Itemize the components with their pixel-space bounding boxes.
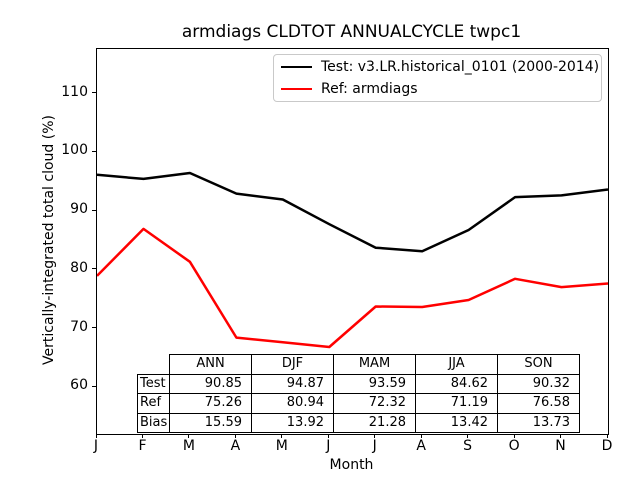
- ref-series-line: [97, 227, 608, 349]
- legend-label-ref: Ref: armdiags: [321, 80, 418, 97]
- y-tick-mark: [92, 268, 96, 269]
- stats-col-header: MAM: [333, 354, 416, 375]
- x-tick-mark: [234, 434, 236, 438]
- stats-blank-cell: [138, 355, 170, 375]
- stats-row-ref: Ref 75.26 80.94 72.32 71.19 76.58: [137, 393, 580, 414]
- y-tick-label: 90: [70, 201, 88, 218]
- stats-row-test: Test 90.85 94.87 93.59 84.62 90.32: [137, 373, 580, 395]
- stats-value: 15.59: [169, 412, 252, 434]
- stats-value: 13.42: [415, 412, 498, 434]
- stats-value: 90.85: [169, 373, 252, 395]
- stats-col-header: JJA: [415, 354, 498, 375]
- legend-entry-test: Test: v3.LR.historical_0101 (2000-2014): [281, 59, 601, 76]
- x-tick-label: A: [416, 438, 426, 454]
- line-chart-canvas: [97, 171, 608, 349]
- ref-line-sample: [281, 88, 312, 90]
- stats-value: 94.87: [251, 373, 334, 395]
- y-tick-label: 60: [70, 377, 88, 394]
- stats-value: 71.19: [415, 393, 498, 414]
- y-tick-label: 80: [70, 259, 88, 276]
- x-tick-mark: [420, 434, 422, 438]
- y-tick-label: 70: [70, 318, 88, 335]
- x-tick-label: O: [508, 438, 520, 454]
- stats-value: 75.26: [169, 393, 252, 414]
- y-tick-mark: [92, 151, 96, 152]
- x-tick-mark: [513, 434, 515, 438]
- x-tick-mark: [327, 434, 329, 438]
- stats-row-bias: Bias 15.59 13.92 21.28 13.42 13.73: [137, 412, 580, 434]
- x-tick-mark: [374, 434, 376, 438]
- stats-row-label: Bias: [137, 412, 170, 434]
- x-tick-label: D: [601, 438, 613, 454]
- y-tick-mark: [92, 386, 96, 387]
- stats-row-label: Test: [137, 373, 170, 395]
- x-tick-label: F: [138, 438, 147, 454]
- chart-title: armdiags CLDTOT ANNUALCYCLE twpc1: [181, 22, 522, 42]
- stats-value: 84.62: [415, 373, 498, 395]
- x-axis-label: Month: [329, 457, 374, 473]
- stats-value: 93.59: [333, 373, 416, 395]
- stats-value: 13.73: [497, 412, 580, 434]
- x-tick-label: J: [372, 438, 377, 454]
- test-series-line: [97, 171, 608, 253]
- x-tick-label: A: [230, 438, 241, 454]
- x-tick-label: N: [555, 438, 566, 454]
- stats-value: 72.32: [333, 393, 416, 414]
- stats-table: ANN DJF MAM JJA SON Test 90.85 94.87 93.…: [137, 354, 580, 434]
- x-tick-mark: [606, 434, 608, 438]
- x-tick-mark: [281, 434, 283, 438]
- stats-value: 13.92: [251, 412, 334, 434]
- y-tick-mark: [92, 210, 96, 211]
- y-tick-mark: [92, 92, 96, 93]
- y-tick-label: 100: [61, 142, 88, 159]
- stats-value: 80.94: [251, 393, 334, 414]
- stats-col-header: SON: [497, 354, 580, 375]
- stats-value: 90.32: [497, 373, 580, 395]
- x-tick-label: M: [182, 438, 195, 454]
- stats-value: 76.58: [497, 393, 580, 414]
- x-tick-mark: [188, 434, 190, 438]
- x-tick-mark: [467, 434, 469, 438]
- test-line-sample: [281, 66, 312, 68]
- y-tick-label: 110: [61, 83, 88, 100]
- stats-header-row: ANN DJF MAM JJA SON: [138, 354, 580, 375]
- x-tick-label: J: [326, 438, 331, 454]
- x-tick-label: S: [463, 438, 473, 454]
- stats-col-header: ANN: [169, 354, 252, 375]
- legend: Test: v3.LR.historical_0101 (2000-2014) …: [273, 54, 602, 102]
- x-tick-label: J: [93, 438, 99, 454]
- x-tick-label: M: [275, 438, 288, 454]
- y-tick-mark: [92, 327, 96, 328]
- x-tick-mark: [95, 434, 97, 438]
- x-tick-mark: [142, 434, 143, 438]
- legend-label-test: Test: v3.LR.historical_0101 (2000-2014): [321, 58, 600, 75]
- stats-row-label: Ref: [137, 393, 170, 414]
- x-tick-mark: [560, 434, 561, 438]
- stats-col-header: DJF: [251, 354, 334, 375]
- legend-entry-ref: Ref: armdiags: [281, 81, 601, 98]
- stats-value: 21.28: [333, 412, 416, 434]
